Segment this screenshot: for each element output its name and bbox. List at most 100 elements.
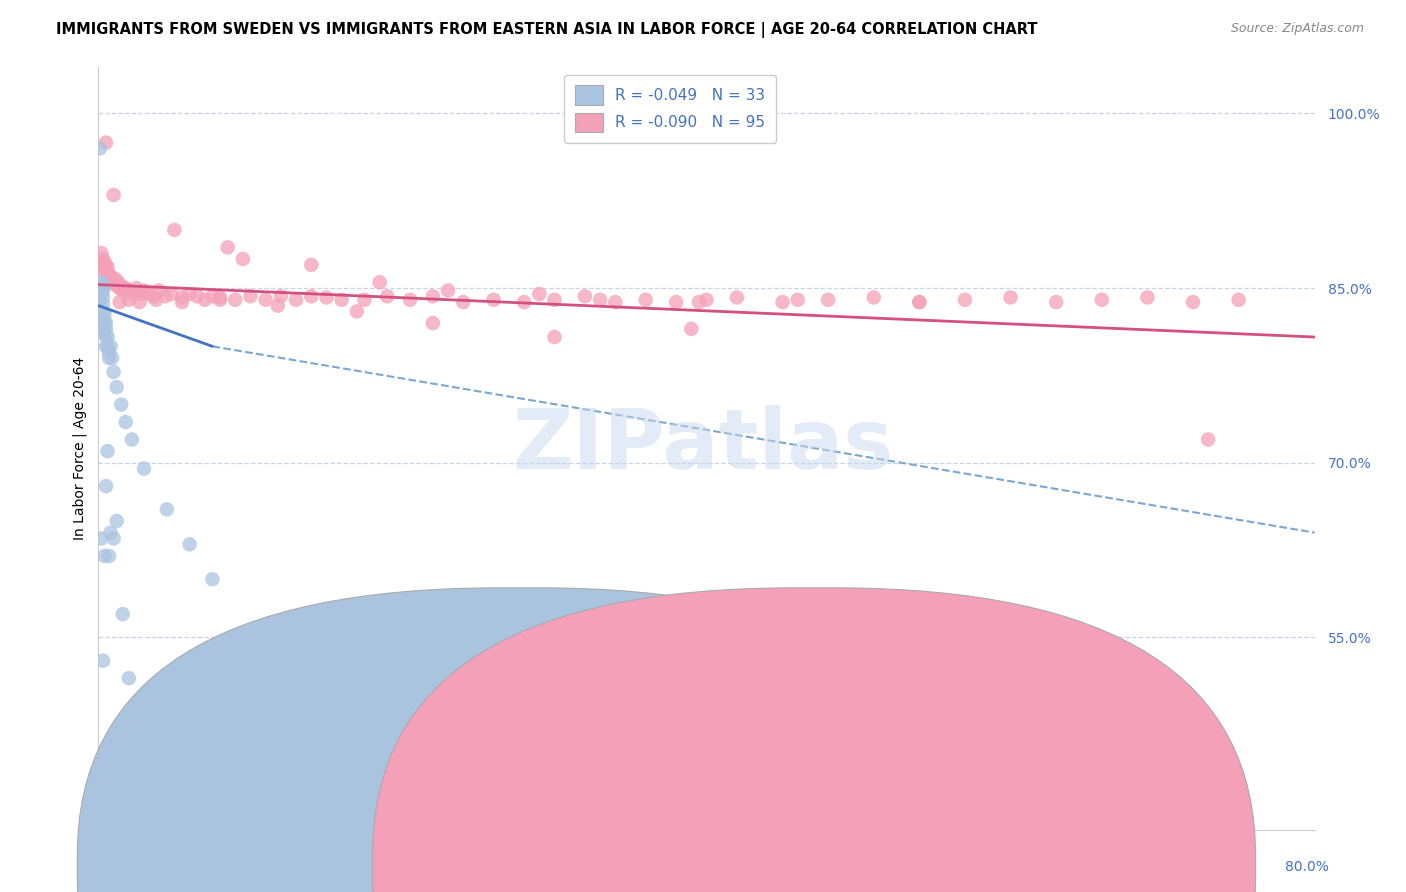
Point (121, 433, 143, 447)
Point (118, 293, 141, 307)
Point (103, 275, 125, 289)
Point (330, 293, 353, 307)
Point (267, 299, 290, 313)
Point (101, 272, 124, 286)
Point (163, 223, 186, 237)
Point (160, 287, 183, 301)
Point (125, 281, 148, 295)
Point (156, 502, 179, 516)
Point (201, 572, 224, 586)
Point (315, 290, 337, 304)
Point (94, 327, 117, 342)
Point (209, 290, 232, 304)
Point (908, 295, 931, 310)
Point (98, 549, 121, 563)
Point (91, 654, 114, 668)
Point (98, 267, 121, 281)
Point (399, 293, 422, 307)
Point (142, 289, 165, 303)
Point (232, 252, 254, 266)
Point (543, 330, 565, 344)
Point (437, 284, 460, 298)
Point (90, 246, 112, 260)
Point (90, 287, 112, 301)
Text: IMMIGRANTS FROM SWEDEN VS IMMIGRANTS FROM EASTERN ASIA IN LABOR FORCE | AGE 20-6: IMMIGRANTS FROM SWEDEN VS IMMIGRANTS FRO… (56, 22, 1038, 38)
Point (1091, 293, 1114, 307)
Text: Immigrants from Sweden: Immigrants from Sweden (544, 860, 720, 874)
Point (132, 461, 155, 475)
Point (96, 260, 118, 275)
Point (453, 295, 475, 310)
Point (148, 284, 170, 298)
Point (93, 263, 115, 277)
Point (93, 255, 115, 269)
Point (688, 295, 710, 310)
Point (1045, 295, 1067, 310)
Point (118, 671, 141, 685)
Point (817, 293, 839, 307)
Point (98, 345, 121, 359)
Point (91, 281, 114, 295)
Point (1000, 290, 1022, 304)
Point (103, 365, 125, 379)
Point (91, 278, 114, 293)
Point (94, 267, 117, 281)
Text: Source: ZipAtlas.com: Source: ZipAtlas.com (1230, 22, 1364, 36)
Point (89, 141, 111, 155)
Point (422, 316, 444, 330)
Point (94, 316, 117, 330)
Point (194, 293, 217, 307)
Point (299, 258, 322, 272)
Point (138, 287, 160, 301)
Point (589, 293, 612, 307)
Point (107, 275, 129, 289)
Point (482, 293, 505, 307)
Point (90, 275, 112, 289)
Point (96, 330, 118, 344)
Point (201, 289, 224, 303)
Point (118, 284, 141, 298)
Point (91, 290, 114, 304)
Point (696, 293, 718, 307)
Point (1197, 433, 1219, 447)
Point (108, 281, 131, 295)
Point (368, 275, 391, 289)
Point (681, 322, 703, 336)
Point (513, 295, 536, 310)
Point (104, 272, 127, 286)
Text: 0.0%: 0.0% (77, 860, 112, 874)
Point (422, 289, 444, 303)
Point (111, 607, 134, 622)
Point (145, 293, 167, 307)
Point (103, 532, 125, 546)
Point (91, 304, 114, 318)
Point (108, 295, 131, 310)
Point (574, 289, 596, 303)
Point (862, 290, 884, 304)
Point (179, 537, 201, 551)
Point (186, 289, 208, 303)
Point (114, 415, 136, 429)
Point (105, 278, 128, 293)
Point (100, 525, 122, 540)
Point (270, 289, 292, 303)
Point (101, 351, 124, 365)
Y-axis label: In Labor Force | Age 20-64: In Labor Force | Age 20-64 (73, 357, 87, 540)
Point (254, 293, 277, 307)
Point (94, 479, 117, 493)
Point (96, 339, 118, 353)
Point (103, 188, 125, 202)
Point (1227, 293, 1250, 307)
Point (91, 284, 114, 298)
Point (114, 281, 136, 295)
Point (105, 380, 128, 394)
Point (170, 295, 193, 310)
Point (90, 532, 112, 546)
Point (239, 289, 262, 303)
Point (94, 339, 117, 353)
Point (111, 284, 134, 298)
Point (299, 289, 322, 303)
Point (100, 275, 122, 289)
Point (128, 295, 150, 310)
Point (224, 293, 246, 307)
